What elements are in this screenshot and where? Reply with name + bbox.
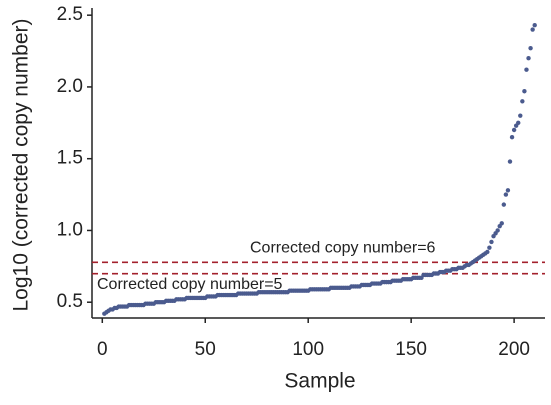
point xyxy=(499,221,504,226)
point xyxy=(485,249,490,255)
point xyxy=(522,89,527,94)
y-tick-label: 2.0 xyxy=(57,76,83,97)
point xyxy=(511,127,517,133)
x-tick-label: 100 xyxy=(292,339,324,360)
point xyxy=(528,45,533,51)
point xyxy=(526,56,531,61)
point xyxy=(501,202,507,207)
x-tick-label: 200 xyxy=(498,339,530,360)
point xyxy=(524,67,529,72)
point xyxy=(532,23,537,28)
y-tick-label: 2.5 xyxy=(57,4,83,25)
point xyxy=(505,188,511,193)
y-axis-title: Log10 (corrected copy number) xyxy=(10,19,33,312)
x-tick-label: 0 xyxy=(97,339,108,360)
point xyxy=(489,239,494,245)
point xyxy=(516,120,521,126)
y-tick-label: 0.5 xyxy=(57,291,83,312)
reference-label: Corrected copy number=6 xyxy=(250,240,436,257)
point xyxy=(487,245,492,250)
y-tick-label: 1.5 xyxy=(57,148,83,169)
point xyxy=(509,134,515,140)
point xyxy=(530,27,535,32)
point xyxy=(520,99,525,104)
point xyxy=(507,159,513,164)
point xyxy=(503,192,509,197)
y-tick-label: 1.0 xyxy=(57,219,83,240)
x-axis-title: Sample xyxy=(284,370,355,393)
x-tick-label: 50 xyxy=(195,339,216,360)
point xyxy=(518,113,523,118)
reference-label: Corrected copy number=5 xyxy=(97,276,283,293)
x-tick-label: 150 xyxy=(395,339,427,360)
point xyxy=(495,228,500,233)
